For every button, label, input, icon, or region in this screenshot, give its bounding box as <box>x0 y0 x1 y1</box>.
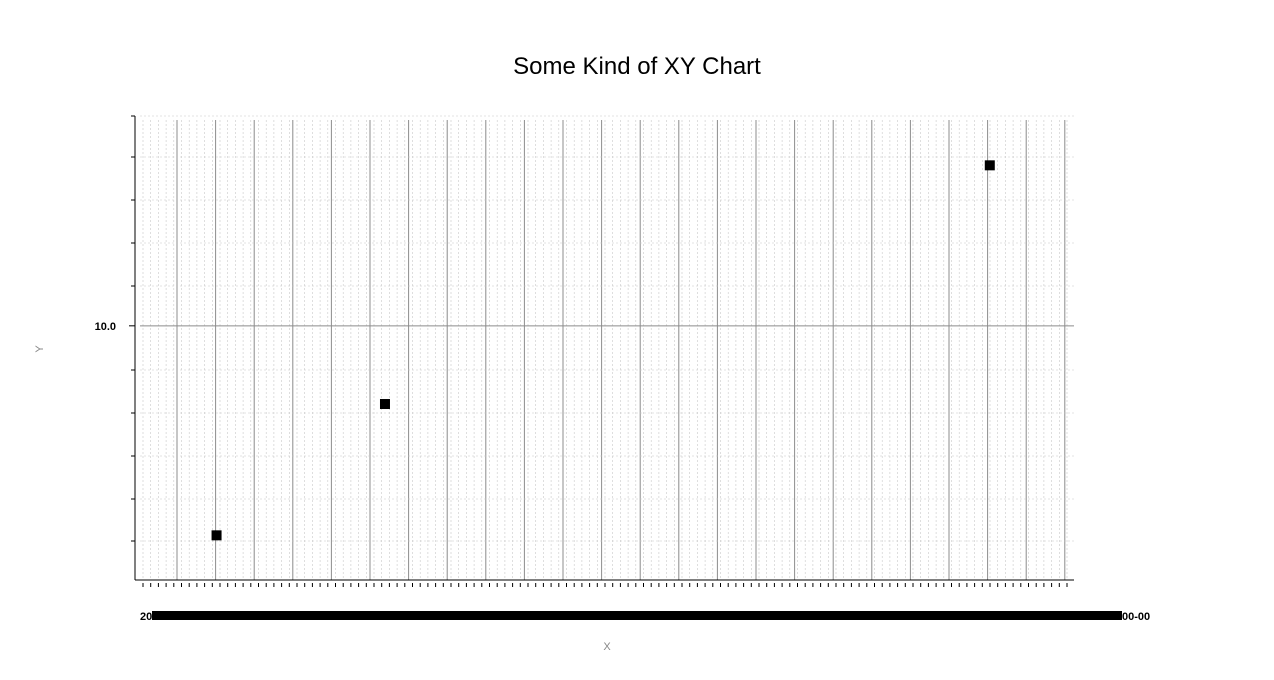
grid <box>140 115 1074 580</box>
data-point <box>211 530 222 541</box>
y-ticks: 10.0 <box>95 115 135 542</box>
axes <box>134 116 1074 581</box>
y-tick-label: 10.0 <box>95 321 116 333</box>
data-point <box>379 399 390 410</box>
x-axis-title: X <box>603 641 611 653</box>
x-tick-label-last: 00-00 <box>1122 611 1150 623</box>
y-axis-title: Y <box>34 345 46 353</box>
data-point <box>984 160 995 171</box>
chart-title: Some Kind of XY Chart <box>513 53 761 80</box>
x-tick-label-first: 20 <box>140 611 152 623</box>
x-tick-label-band <box>152 611 1122 620</box>
data-points <box>211 160 995 541</box>
x-ticks: 20 00-00 <box>140 583 1150 623</box>
